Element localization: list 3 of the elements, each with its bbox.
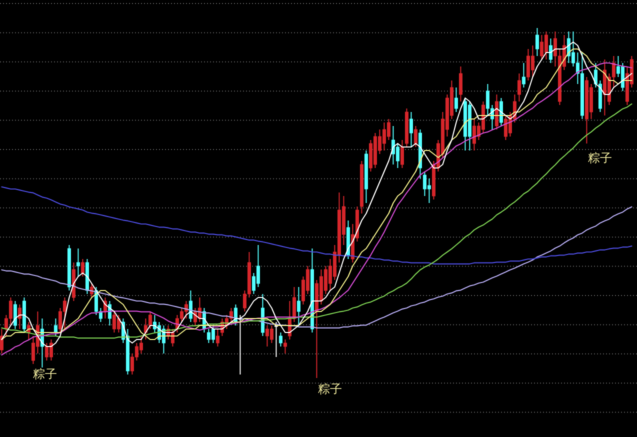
annotation: 粽子 [588,151,612,165]
annotation: 粽子 [33,367,57,381]
annotation: 粽子 [318,382,342,396]
